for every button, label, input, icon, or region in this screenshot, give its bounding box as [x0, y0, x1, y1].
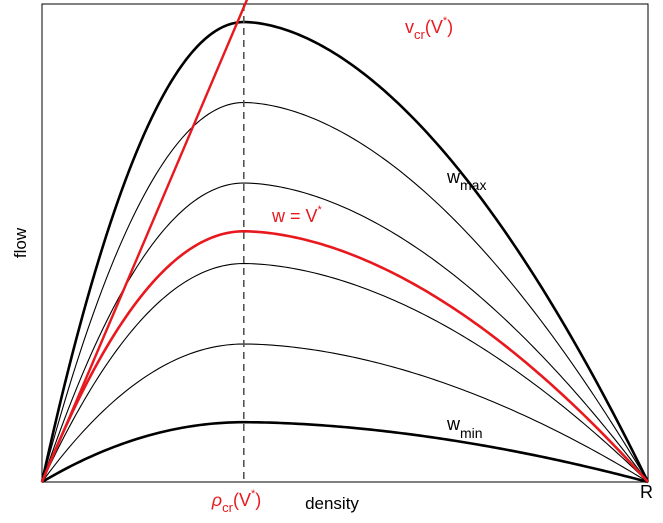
rho-base: ρ	[211, 490, 222, 510]
vcr-sup: *	[443, 15, 448, 27]
rho-sub: cr	[222, 500, 234, 515]
vcr-label: vcr(V*)	[405, 15, 453, 42]
y-axis-label: flow	[11, 227, 30, 258]
w-v-label: w = V*	[271, 204, 323, 226]
vcr-line	[40, 0, 249, 483]
w-min-sub: min	[460, 425, 483, 441]
w-min-curve	[41, 420, 649, 484]
flow-curve-1	[41, 101, 649, 483]
w-min-label: wmin	[446, 414, 483, 441]
vcr-paren-close: )	[447, 17, 453, 37]
critical-density-tick-label: ρcr(V*)	[211, 488, 261, 515]
vcr-paren-open: (V	[425, 17, 443, 37]
x-end-label: R	[640, 482, 653, 502]
rho-sup: *	[251, 488, 256, 500]
w-v-base: w = V	[271, 206, 318, 226]
flow-curve-4	[41, 343, 649, 483]
x-axis-label: density	[305, 494, 359, 513]
w-min-base: w	[446, 414, 461, 434]
rho-paren-close: )	[255, 490, 261, 510]
flow-curve-3	[41, 262, 649, 483]
rho-paren-open: (V	[233, 490, 251, 510]
w-max-base: w	[446, 167, 461, 187]
w-max-sub: max	[460, 177, 486, 193]
w-max-curve	[40, 20, 650, 483]
plot-area-frame	[41, 3, 649, 483]
flow-curve-2	[41, 182, 649, 483]
w-v-sup: *	[318, 204, 323, 216]
vcr-sub: cr	[414, 27, 426, 42]
curves-layer	[40, 20, 650, 484]
w-max-label: wmax	[446, 167, 486, 193]
w-equals-v-star-curve	[40, 230, 649, 483]
vcr-base: v	[405, 17, 414, 37]
